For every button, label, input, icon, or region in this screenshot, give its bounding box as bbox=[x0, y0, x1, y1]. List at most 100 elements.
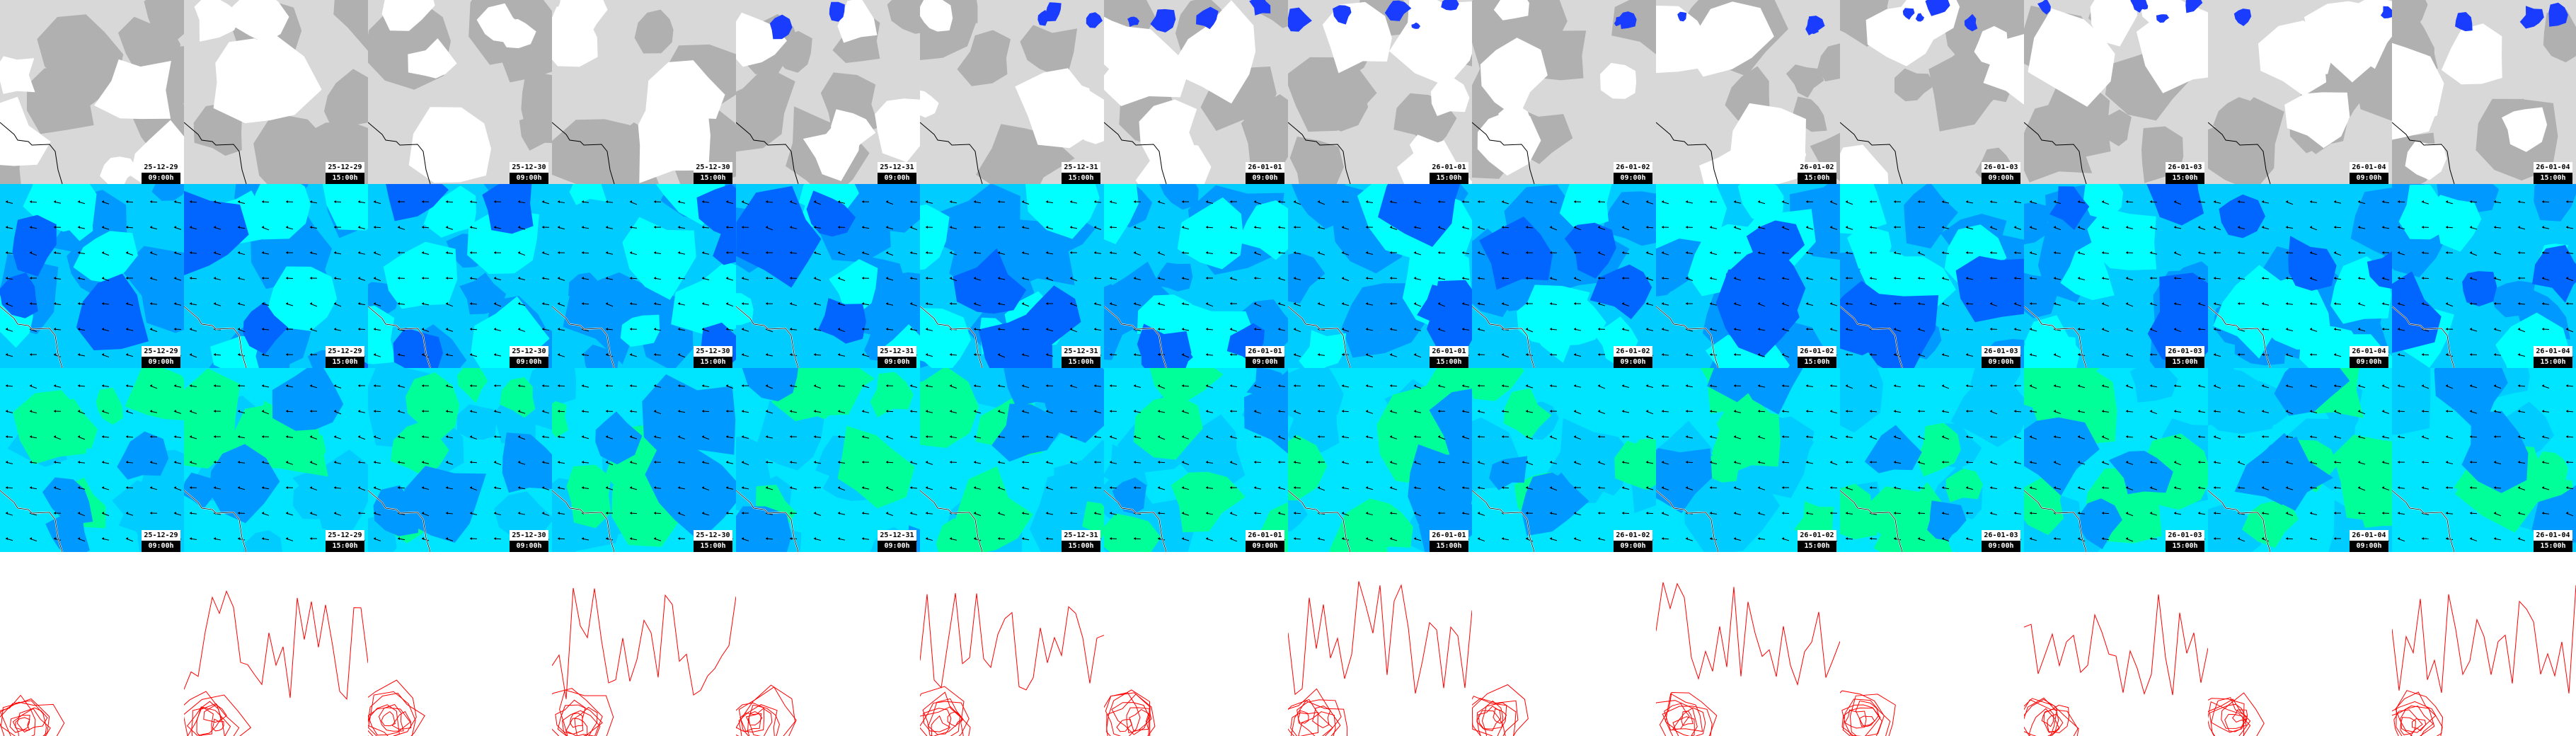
wind-arrow-icon bbox=[213, 461, 222, 464]
wind-arrow-icon bbox=[2013, 512, 2022, 514]
timestamp-label: 25-12-29 09:00h bbox=[142, 346, 180, 368]
wind-arrow-icon bbox=[2213, 537, 2221, 540]
timestamp-label: 26-01-02 09:00h bbox=[1614, 162, 1652, 184]
wind-arrow-icon bbox=[2125, 410, 2134, 413]
timestamp-label: 26-01-04 15:00h bbox=[2534, 530, 2572, 552]
wind-arrow-icon bbox=[2469, 537, 2478, 541]
wind-arrow-icon bbox=[701, 328, 710, 332]
wind-arrow-icon bbox=[949, 486, 958, 490]
wind-arrow-icon bbox=[557, 384, 565, 387]
wind-arrow-icon bbox=[1501, 200, 1510, 205]
map-image bbox=[920, 368, 1104, 552]
map-image bbox=[2024, 0, 2208, 184]
wind-arrow-icon bbox=[77, 200, 86, 205]
wind-arrow-icon bbox=[357, 277, 366, 281]
wind-arrow-icon bbox=[581, 486, 590, 489]
wind-arrow-icon bbox=[2565, 277, 2574, 282]
wind-arrow-icon bbox=[949, 200, 958, 204]
wind-arrow-icon bbox=[2517, 461, 2526, 464]
wind-arrow-icon bbox=[701, 486, 710, 491]
wind-arrow-icon bbox=[837, 251, 846, 255]
wind-arrow-icon bbox=[2013, 435, 2022, 439]
wind-arrow-icon bbox=[125, 200, 134, 203]
wind-arrow-icon bbox=[1757, 277, 1766, 280]
wind-arrow-icon bbox=[1253, 461, 1262, 464]
wind-arrow-icon bbox=[237, 486, 246, 490]
wind-arrow-icon bbox=[909, 226, 918, 231]
wind-arrow-icon bbox=[29, 486, 38, 490]
wind-arrow-icon bbox=[149, 384, 158, 389]
coastline bbox=[2024, 122, 2087, 184]
wind-arrow-icon bbox=[2053, 537, 2062, 540]
wind-arrow-icon bbox=[2541, 226, 2550, 229]
wind-arrow-icon bbox=[1317, 435, 1326, 438]
wind-arrow-icon bbox=[1317, 353, 1326, 356]
wind-arrow-icon bbox=[2397, 461, 2405, 464]
wind-arrow-icon bbox=[837, 277, 846, 282]
wind-arrow-icon bbox=[213, 353, 222, 356]
wind-arrow-icon bbox=[1573, 384, 1582, 388]
map-tile-wind: 26-01-01 15:00h bbox=[1288, 184, 1472, 368]
wind-arrow-icon bbox=[2149, 537, 2158, 540]
wind-arrow-icon bbox=[2421, 251, 2430, 254]
wind-arrow-icon bbox=[1965, 277, 1974, 280]
date-label: 25-12-30 bbox=[510, 530, 548, 541]
wind-arrow-icon bbox=[77, 461, 86, 464]
timestamp-label: 25-12-31 09:00h bbox=[878, 162, 916, 184]
wind-arrow-icon bbox=[1941, 435, 1950, 440]
timestamp-label: 26-01-01 09:00h bbox=[1246, 530, 1284, 552]
wind-arrow-icon bbox=[605, 302, 614, 307]
date-label: 26-01-02 bbox=[1614, 346, 1652, 357]
wind-arrow-icon bbox=[653, 302, 662, 306]
wind-arrow-icon bbox=[2381, 461, 2390, 464]
wind-arrow-icon bbox=[101, 226, 110, 230]
wind-arrow-icon bbox=[1621, 226, 1630, 231]
wind-arrow-icon bbox=[1917, 410, 1926, 413]
wind-arrow-icon bbox=[629, 302, 638, 305]
wind-arrow-icon bbox=[909, 512, 918, 516]
wind-arrow-icon bbox=[909, 435, 918, 439]
wind-arrow-icon bbox=[421, 435, 430, 438]
wind-arrow-icon bbox=[789, 512, 798, 514]
wind-arrow-icon bbox=[2173, 435, 2182, 439]
wind-arrow-icon bbox=[1709, 384, 1718, 387]
wind-arrow-icon bbox=[789, 461, 798, 464]
wind-arrow-icon bbox=[837, 200, 846, 204]
wind-arrow-icon bbox=[1341, 461, 1350, 464]
wind-arrow-icon bbox=[925, 435, 933, 438]
wind-arrow-icon bbox=[925, 461, 933, 465]
wind-arrow-icon bbox=[1829, 384, 1838, 387]
wind-arrow-icon bbox=[1461, 328, 1470, 330]
wind-arrow-icon bbox=[1965, 537, 1974, 541]
wind-arrow-icon bbox=[2261, 277, 2270, 280]
wind-arrow-icon bbox=[1733, 226, 1742, 230]
wind-arrow-icon bbox=[741, 486, 749, 490]
wind-arrow-icon bbox=[1869, 461, 1878, 464]
wind-arrow-icon bbox=[2445, 537, 2454, 541]
wind-arrow-icon bbox=[2517, 277, 2526, 280]
wind-arrow-icon bbox=[53, 486, 62, 490]
wind-arrow-icon bbox=[861, 512, 870, 514]
wind-arrow-icon bbox=[1205, 537, 1214, 541]
time-label: 09:00h bbox=[2350, 173, 2388, 184]
wind-arrow-icon bbox=[2213, 410, 2221, 413]
map-tile-contours bbox=[2024, 552, 2208, 736]
wind-arrow-icon bbox=[1845, 251, 1853, 255]
wind-arrow-icon bbox=[2517, 435, 2526, 439]
wind-arrow-icon bbox=[2237, 461, 2246, 466]
wind-arrow-icon bbox=[1805, 512, 1814, 515]
wind-arrow-icon bbox=[1109, 461, 1117, 464]
wind-arrow-icon bbox=[629, 486, 638, 490]
wind-arrow-icon bbox=[1965, 251, 1974, 254]
wind-arrow-icon bbox=[1365, 200, 1374, 203]
map-image bbox=[2392, 552, 2576, 736]
wind-arrow-icon bbox=[1709, 226, 1718, 229]
wind-arrow-icon bbox=[517, 486, 526, 490]
wind-arrow-icon bbox=[2469, 302, 2478, 305]
timestamp-label: 26-01-03 15:00h bbox=[2166, 162, 2204, 184]
wind-arrow-icon bbox=[2125, 435, 2134, 438]
wind-arrow-icon bbox=[2261, 251, 2270, 254]
timestamp-label: 25-12-29 15:00h bbox=[326, 162, 364, 184]
wind-arrow-icon bbox=[997, 353, 1006, 358]
wind-arrow-icon bbox=[925, 512, 933, 514]
